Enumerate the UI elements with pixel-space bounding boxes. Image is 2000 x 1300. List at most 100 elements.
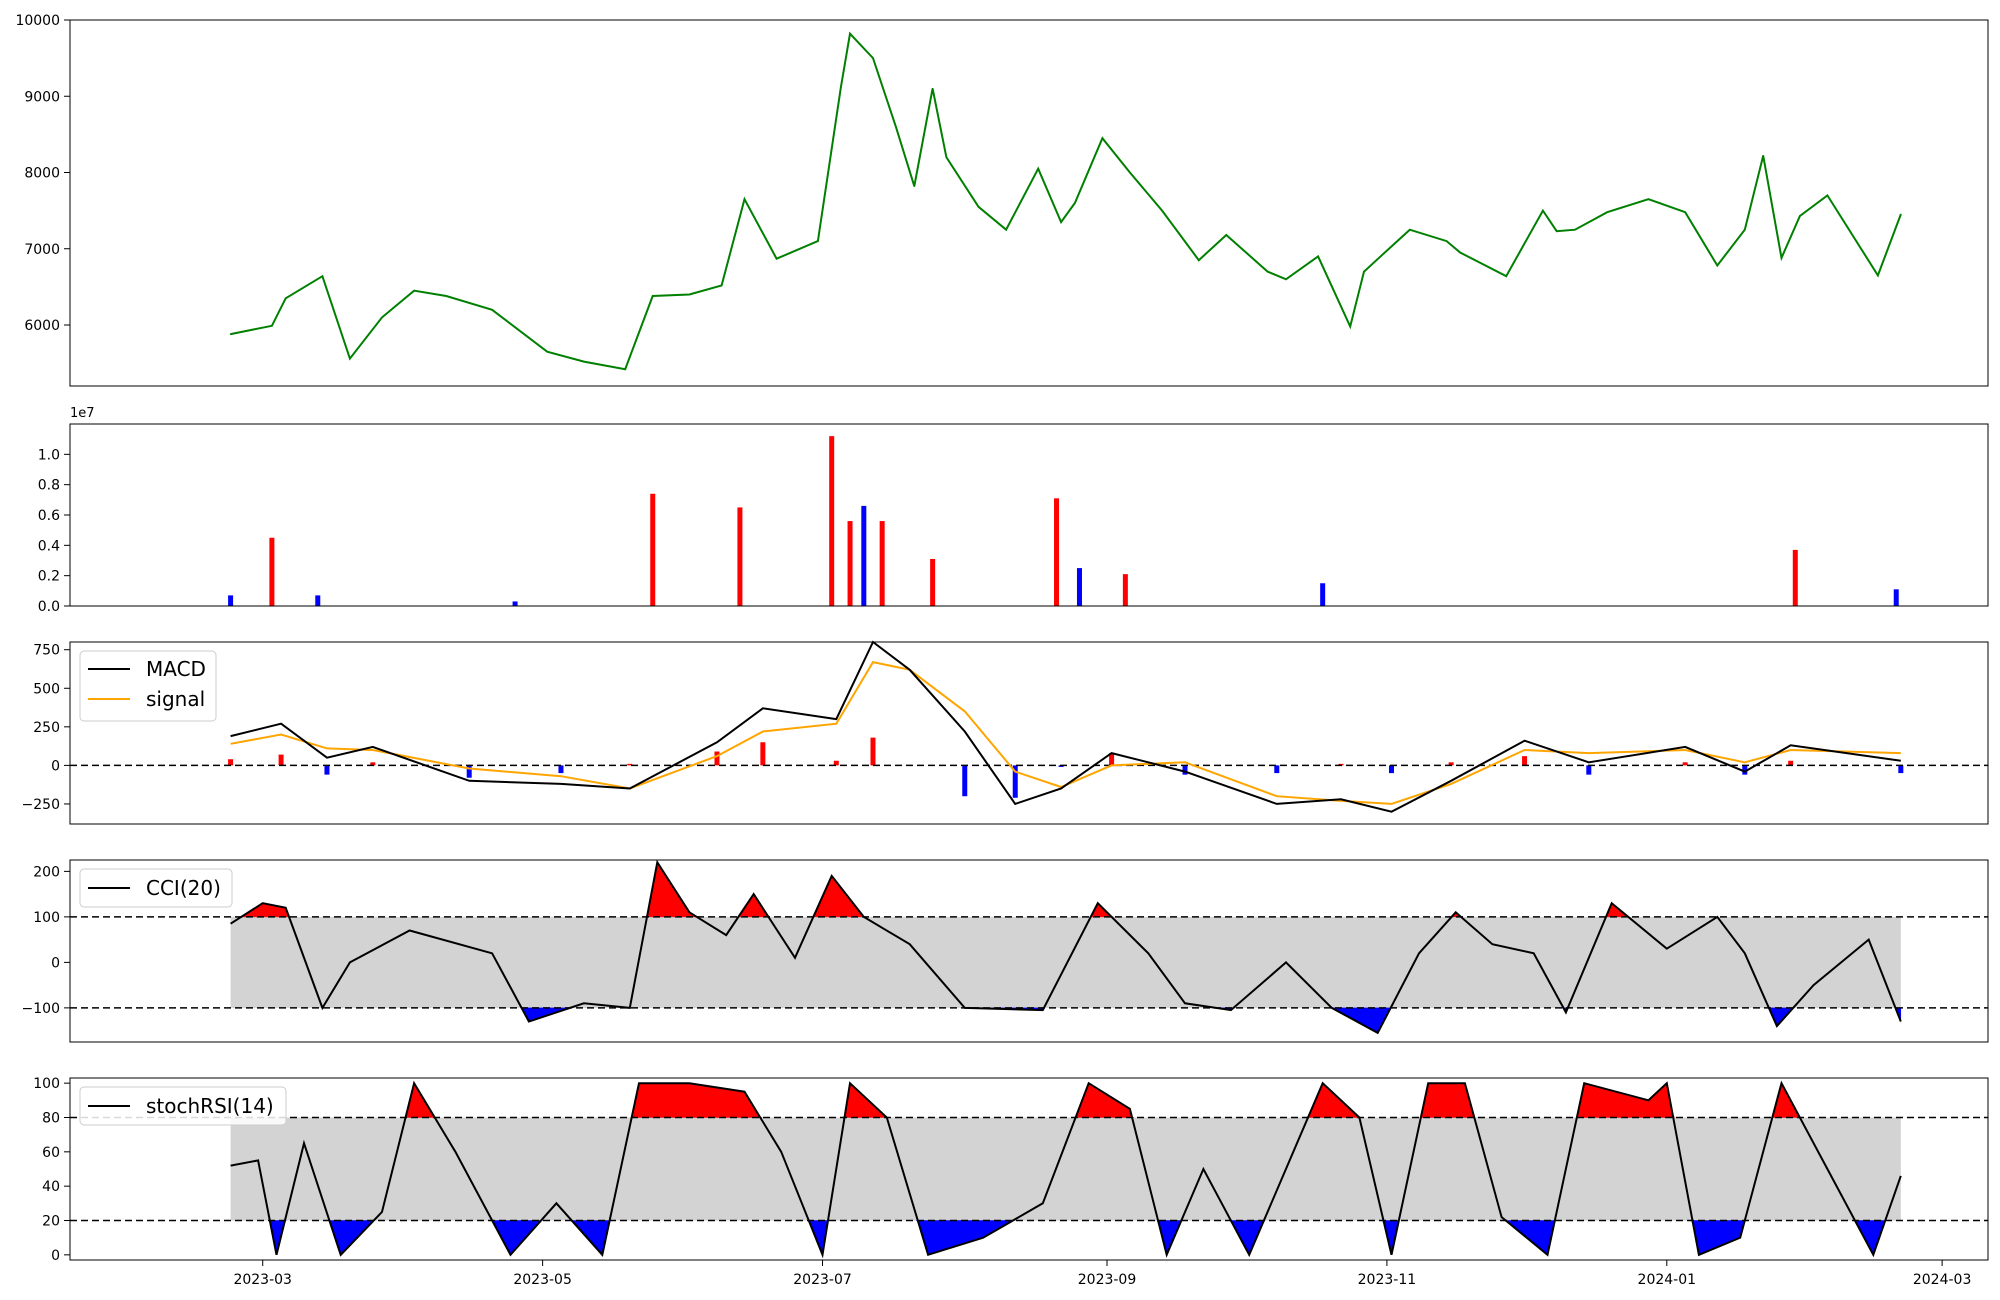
volume-bar-up xyxy=(1054,498,1060,606)
price-point xyxy=(381,316,383,319)
volume-y-ticks: 0.0 0.2 0.4 0.6 0.8 1.0 xyxy=(38,447,70,615)
volume-bar-down xyxy=(1320,583,1326,606)
price-point xyxy=(1780,257,1783,259)
price-point xyxy=(1606,211,1608,213)
macd-panel: −250 0 250 500 750 MACD signal xyxy=(22,640,1989,825)
price-point xyxy=(931,87,934,90)
price-point xyxy=(743,198,746,200)
macd-histogram-bar xyxy=(833,760,839,766)
price-point xyxy=(1744,228,1746,231)
macd-histogram-bar xyxy=(1682,762,1688,766)
y-tick-label: −100 xyxy=(22,1001,60,1017)
volume-bar-down xyxy=(1076,568,1082,606)
x-tick-label: 2023-07 xyxy=(793,1272,852,1288)
y-tick-label: 80 xyxy=(42,1110,60,1126)
price-point xyxy=(895,125,897,128)
volume-bars xyxy=(228,436,1899,606)
price-point xyxy=(872,57,874,59)
price-point xyxy=(1762,154,1764,157)
volume-bar-down xyxy=(861,505,867,606)
price-point xyxy=(1647,198,1650,200)
x-tick-label: 2024-01 xyxy=(1638,1272,1697,1288)
macd-histogram-bar xyxy=(714,751,720,766)
price-point xyxy=(1684,211,1686,213)
price-point xyxy=(1225,234,1228,236)
y-tick-label: 60 xyxy=(42,1145,60,1161)
price-point xyxy=(413,289,415,292)
macd-histogram-bar xyxy=(1338,763,1344,766)
price-point xyxy=(1005,228,1007,231)
price-panel: 6000 7000 8000 9000 10000 xyxy=(15,13,1989,387)
y-tick-label: 250 xyxy=(33,720,60,736)
price-point xyxy=(913,185,916,188)
macd-histogram-bar xyxy=(760,742,766,766)
volume-bar-up xyxy=(930,558,936,606)
macd-series xyxy=(70,640,1988,813)
price-point xyxy=(977,206,980,208)
macd-histogram-bar xyxy=(1182,765,1188,775)
price-point xyxy=(720,284,723,287)
volume-bar-up xyxy=(1792,549,1798,606)
stochrsi-y-ticks: 0 20 40 60 80 100 xyxy=(33,1076,70,1264)
price-point xyxy=(1349,325,1351,328)
price-point xyxy=(688,293,691,296)
price-point xyxy=(1060,221,1062,223)
macd-histogram-bar xyxy=(1388,765,1394,774)
price-point xyxy=(546,350,549,353)
macd-histogram-bar xyxy=(962,765,968,797)
cci-series xyxy=(70,859,1988,1035)
y-tick-label: 0.2 xyxy=(38,569,60,585)
price-point xyxy=(624,368,627,371)
price-point xyxy=(321,275,324,278)
price-point xyxy=(1542,209,1544,212)
volume-bar-down xyxy=(228,595,234,606)
y-tick-label: 100 xyxy=(33,1076,60,1092)
stochrsi-series xyxy=(70,1080,1988,1259)
price-point xyxy=(817,240,819,242)
volume-panel: 0.0 0.2 0.4 0.6 0.8 1.0 1e7 xyxy=(38,406,1989,615)
price-point xyxy=(849,32,851,35)
price-y-ticks: 6000 7000 8000 9000 10000 xyxy=(15,13,70,334)
price-point xyxy=(349,357,351,360)
signal-line xyxy=(230,660,1901,805)
stochrsi-legend: stochRSI(14) xyxy=(79,1086,287,1126)
y-tick-label: 100 xyxy=(33,910,60,926)
price-point xyxy=(775,257,778,260)
price-point xyxy=(1826,194,1829,197)
y-tick-label: 7000 xyxy=(24,242,60,258)
y-tick-label: 10000 xyxy=(15,13,60,29)
cci-legend: CCI(20) xyxy=(79,868,233,908)
price-point xyxy=(1716,264,1719,267)
price-point xyxy=(271,324,273,327)
price-point xyxy=(1129,171,1131,174)
legend-label: MACD xyxy=(146,657,206,681)
macd-histogram-bar xyxy=(627,763,633,766)
volume-bar-up xyxy=(737,507,743,606)
macd-histogram-bar xyxy=(370,762,376,766)
volume-bar-down xyxy=(315,595,321,606)
macd-histogram-bar xyxy=(558,765,564,774)
macd-histogram-bar xyxy=(1109,753,1115,766)
price-point xyxy=(229,333,232,335)
price-point xyxy=(1409,228,1411,231)
stochrsi-line xyxy=(230,1080,1902,1259)
y-tick-label: 0.0 xyxy=(38,599,60,615)
price-point xyxy=(1363,270,1365,273)
price-point xyxy=(583,360,585,363)
macd-histogram-bar xyxy=(1898,765,1904,774)
y-tick-label: 0.6 xyxy=(38,508,60,524)
price-point xyxy=(651,295,654,297)
price-point xyxy=(1285,278,1287,281)
x-tick-label: 2023-03 xyxy=(233,1272,292,1288)
macd-histogram-bar xyxy=(228,759,234,766)
date-x-axis: 2023-03 2023-05 2023-07 2023-09 2023-11 2024-… xyxy=(233,1260,1971,1288)
price-point xyxy=(1877,274,1879,277)
y-tick-label: 0 xyxy=(51,955,60,971)
volume-offset-text: 1e7 xyxy=(70,406,95,421)
legend-label: stochRSI(14) xyxy=(146,1094,274,1118)
volume-bar-up xyxy=(269,537,275,606)
y-tick-label: −250 xyxy=(22,797,60,813)
stochrsi-panel: 0 20 40 60 80 100 stochRSI(14) xyxy=(33,1076,1989,1264)
neutral-band xyxy=(230,916,1901,1008)
